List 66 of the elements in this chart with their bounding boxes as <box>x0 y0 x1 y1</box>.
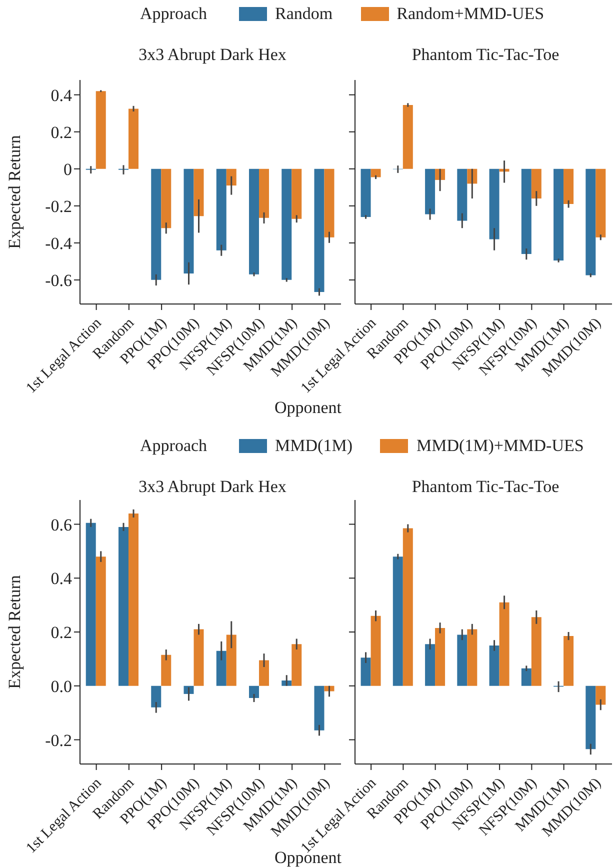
legend-label: MMD(1M)+MMD-UES <box>416 436 584 456</box>
bar <box>282 168 292 280</box>
y-tick-label: 0 <box>64 160 72 179</box>
bar <box>226 634 236 686</box>
legend-title: Approach <box>140 436 208 456</box>
bar <box>435 628 446 686</box>
bar <box>249 168 259 274</box>
legend-label: Random+MMD-UES <box>396 4 544 24</box>
bar <box>151 686 162 708</box>
chart-title: 3x3 Abrupt Dark Hex <box>138 45 288 65</box>
bar <box>292 168 302 219</box>
chart-title: Phantom Tic-Tac-Toe <box>410 477 560 497</box>
bar <box>499 602 510 686</box>
bar <box>226 168 236 186</box>
bar <box>249 686 259 698</box>
y-tick-label: 0.0 <box>50 676 72 696</box>
bar <box>521 668 532 686</box>
y-axis-title: Expected Return <box>5 574 24 689</box>
y-tick-label: 0.4 <box>50 569 72 588</box>
bar <box>161 654 172 686</box>
y-tick-label: 0.4 <box>50 86 72 105</box>
legend-label: MMD(1M) <box>275 436 352 456</box>
bar <box>184 168 194 274</box>
bar <box>370 616 381 686</box>
chart-title: Phantom Tic-Tac-Toe <box>410 45 560 65</box>
bar <box>216 650 226 686</box>
y-tick-label: 0.6 <box>50 515 72 534</box>
bar <box>360 658 371 686</box>
bar <box>531 617 542 686</box>
legend-title: Approach <box>140 4 208 24</box>
bar <box>292 644 302 686</box>
bar <box>128 108 138 169</box>
bar <box>402 528 413 686</box>
y-tick-label: -0.2 <box>45 196 72 216</box>
bar <box>489 645 500 686</box>
x-axis-title: Opponent <box>273 398 343 418</box>
bar <box>151 168 162 280</box>
y-tick-label: 0.2 <box>50 623 72 642</box>
bar <box>457 634 468 686</box>
bar <box>86 522 96 686</box>
bar <box>118 526 128 686</box>
bar <box>564 636 574 686</box>
bar <box>259 660 269 686</box>
bar <box>596 686 606 705</box>
bar <box>259 168 269 218</box>
bar <box>128 513 138 686</box>
bar <box>392 556 403 686</box>
bar <box>314 168 324 292</box>
legend-label: Random <box>275 4 333 24</box>
bar <box>324 168 334 238</box>
bar <box>161 168 172 228</box>
chart-title: 3x3 Abrupt Dark Hex <box>138 477 288 497</box>
bar <box>96 91 106 169</box>
bar <box>194 629 204 686</box>
bar <box>467 629 478 686</box>
bar <box>425 644 436 686</box>
y-tick-label: 0.2 <box>50 122 72 142</box>
bar <box>194 168 204 216</box>
y-axis-title: Expected Return <box>5 134 24 249</box>
bar <box>314 686 324 730</box>
y-tick-label: -0.6 <box>45 270 72 290</box>
bar <box>586 686 596 750</box>
y-tick-label: -0.2 <box>45 730 72 750</box>
y-tick-label: -0.4 <box>45 234 72 253</box>
bar <box>216 168 226 250</box>
bar <box>96 556 106 686</box>
